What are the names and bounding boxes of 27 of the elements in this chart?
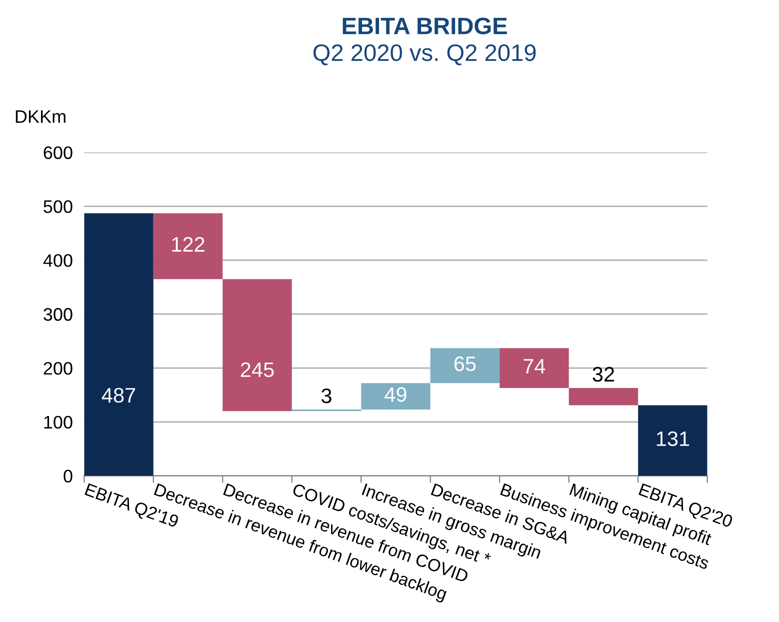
y-tick-label: 100: [44, 416, 72, 429]
bar: [153, 213, 223, 280]
data-label: 49: [384, 387, 406, 402]
data-label: 32: [592, 366, 614, 382]
data-label: 487: [102, 388, 136, 403]
bar: [361, 383, 430, 410]
y-tick-label: 300: [44, 308, 72, 321]
chart-title: EBITA BRIDGE: [342, 18, 507, 34]
y-axis-title: DKKm: [16, 110, 66, 123]
y-tick-label: 400: [43, 254, 72, 267]
data-label: 74: [524, 359, 546, 374]
bar: [84, 213, 154, 476]
y-tick-label: 0: [64, 470, 72, 483]
bar: [430, 348, 500, 384]
y-tick-label: 500: [44, 200, 72, 214]
data-label: 131: [656, 431, 690, 446]
data-label: 3: [321, 388, 332, 404]
bar: [222, 279, 292, 412]
data-label: 65: [454, 356, 476, 372]
data-label: 122: [172, 237, 204, 252]
bar: [500, 348, 569, 388]
chart-subtitle: Q2 2020 vs. Q2 2019: [313, 44, 536, 66]
bar: [638, 405, 708, 476]
bar: [568, 388, 638, 406]
y-tick-label: 200: [44, 362, 72, 375]
data-label: 245: [240, 362, 274, 378]
y-tick-label: 600: [44, 146, 72, 160]
